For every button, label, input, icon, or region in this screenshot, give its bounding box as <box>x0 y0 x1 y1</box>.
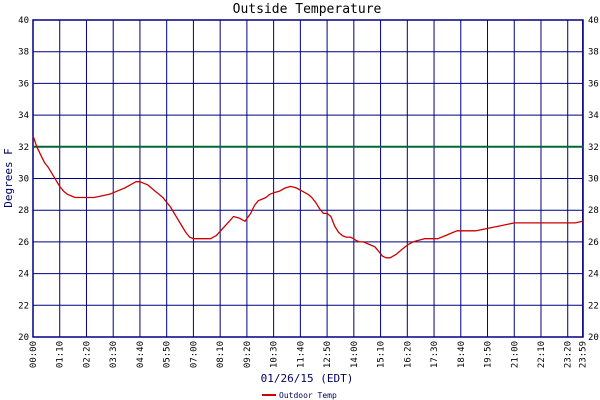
plot-frame <box>32 19 584 338</box>
y-tick-label-right: 34 <box>588 111 599 121</box>
series-group <box>32 135 583 259</box>
y-tick-label: 34 <box>18 111 29 121</box>
y-tick-label: 38 <box>18 48 29 58</box>
y-tick-label-right: 32 <box>588 143 599 153</box>
x-tick-label: 10:30 <box>270 341 280 368</box>
chart-title: Outside Temperature <box>233 2 382 17</box>
y-tick-label: 26 <box>18 238 29 248</box>
x-tick-label: 22:10 <box>537 341 547 368</box>
y-tick-label-right: 26 <box>588 238 599 248</box>
y-tick-label-right: 22 <box>588 301 599 311</box>
legend: Outdoor Temp <box>262 391 337 400</box>
y-tick-label-right: 30 <box>588 175 599 185</box>
x-tick-label: 01:10 <box>56 341 66 368</box>
x-tick-label: 19:50 <box>484 341 494 368</box>
tick-labels: 20 20 22 22 24 24 26 26 28 28 30 30 32 32 34 34 36 36 38 38… <box>18 16 599 368</box>
y-tick-label: 24 <box>18 270 29 280</box>
x-tick-label: 00:00 <box>29 341 39 368</box>
x-tick-label: 17:30 <box>430 341 440 368</box>
x-tick-label: 11:40 <box>296 341 306 368</box>
y-axis-label: Degrees F <box>2 148 15 208</box>
x-tick-label: 08:10 <box>216 341 226 368</box>
x-axis-label: 01/26/15 (EDT) <box>261 372 354 385</box>
x-tick-label: 12:50 <box>323 341 333 368</box>
x-tick-label: 21:00 <box>510 341 520 368</box>
x-tick-label: 04:40 <box>136 341 146 368</box>
y-tick-label-right: 40 <box>588 16 599 26</box>
x-tick-label: 09:20 <box>243 341 253 368</box>
y-tick-label: 32 <box>18 143 29 153</box>
y-tick-label-right: 24 <box>588 270 599 280</box>
y-tick-label-right: 28 <box>588 206 599 216</box>
grid <box>32 19 584 338</box>
legend-label: Outdoor Temp <box>279 391 337 400</box>
y-tick-label: 40 <box>18 16 29 26</box>
x-tick-label: 15:10 <box>377 341 387 368</box>
y-tick-label: 20 <box>18 333 29 343</box>
y-tick-label-right: 36 <box>588 79 599 89</box>
x-tick-label: 07:00 <box>189 341 199 368</box>
x-tick-label: 23:20 <box>564 341 574 368</box>
x-tick-label: 14:00 <box>350 341 360 368</box>
x-tick-label: 03:30 <box>109 341 119 368</box>
series-line-outdoor-temp <box>32 135 583 259</box>
y-tick-label: 36 <box>18 79 29 89</box>
x-tick-label: 02:20 <box>82 341 92 368</box>
x-tick-label: 23:59 <box>579 341 589 368</box>
y-tick-label: 28 <box>18 206 29 216</box>
x-tick-label: 16:20 <box>403 341 413 368</box>
y-tick-label: 22 <box>18 301 29 311</box>
y-tick-label-right: 20 <box>588 333 599 343</box>
y-tick-label: 30 <box>18 175 29 185</box>
y-tick-label-right: 38 <box>588 48 599 58</box>
x-tick-label: 18:40 <box>457 341 467 368</box>
x-tick-label: 05:50 <box>163 341 173 368</box>
